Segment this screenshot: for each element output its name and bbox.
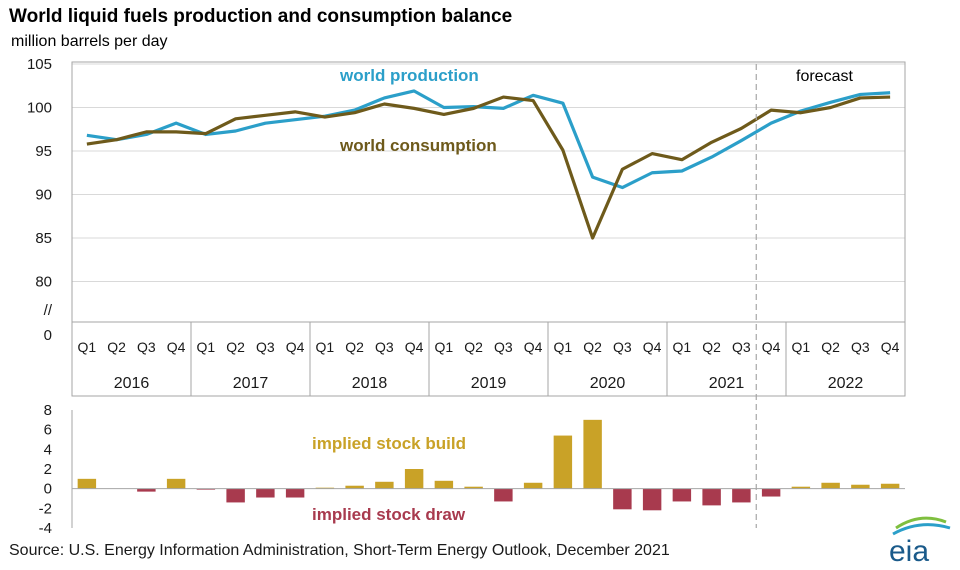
stock-change-bar xyxy=(345,485,364,489)
stock-change-bar xyxy=(375,481,394,489)
stock-change-bar xyxy=(404,469,424,489)
quarter-tick-label: Q2 xyxy=(345,339,364,355)
stock-change-bar xyxy=(791,486,811,489)
bottom-y-tick-label: 2 xyxy=(44,461,52,478)
quarter-tick-label: Q2 xyxy=(702,339,721,355)
quarter-tick-label: Q2 xyxy=(464,339,483,355)
y-tick-label: 90 xyxy=(35,187,52,204)
y-tick-label: 85 xyxy=(35,230,52,247)
quarter-tick-label: Q1 xyxy=(673,339,692,355)
year-dividers xyxy=(190,322,787,396)
production-series-label: world production xyxy=(339,66,479,85)
stock-change-bar xyxy=(434,480,454,489)
chart-title: World liquid fuels production and consum… xyxy=(9,6,512,27)
stock-change-bar xyxy=(523,482,543,489)
y-tick-label: 100 xyxy=(27,100,52,117)
quarter-tick-label: Q4 xyxy=(286,339,305,355)
stock-change-bar xyxy=(732,488,751,503)
stock-change-bar xyxy=(226,488,245,503)
quarter-tick-label: Q3 xyxy=(494,339,513,355)
year-tick-label: 2020 xyxy=(590,375,626,392)
bottom-y-tick-label: 6 xyxy=(44,422,52,439)
stock-build-label: implied stock build xyxy=(312,434,466,453)
quarter-tick-label: Q2 xyxy=(107,339,126,355)
quarter-tick-label: Q1 xyxy=(792,339,811,355)
year-tick-label: 2022 xyxy=(828,375,864,392)
quarter-labels: Q1 Q2 Q3 Q4 Q1 Q2 Q3 Q4 Q1 Q2 Q3 Q4 Q1 Q2 Q3 Q4 Q1 Q2 Q3 Q4… xyxy=(78,339,900,355)
quarter-tick-label: Q1 xyxy=(435,339,454,355)
stock-change-bar xyxy=(464,486,483,489)
quarter-tick-label: Q4 xyxy=(643,339,662,355)
quarter-tick-label: Q2 xyxy=(821,339,840,355)
top-gridlines xyxy=(72,63,905,323)
forecast-label: forecast xyxy=(796,68,853,85)
quarter-tick-label: Q4 xyxy=(405,339,424,355)
stock-change-bar xyxy=(583,419,602,489)
y-tick-label: 0 xyxy=(44,327,52,344)
stock-change-bar xyxy=(285,488,305,498)
quarter-tick-label: Q2 xyxy=(226,339,245,355)
stock-change-bar xyxy=(494,488,513,502)
production-line xyxy=(86,89,891,190)
bottom-y-tick-label: -4 xyxy=(39,520,52,537)
quarter-tick-label: Q1 xyxy=(316,339,335,355)
year-labels: 2016 2017 2018 2019 2020 2021 2022 xyxy=(114,375,864,392)
stock-change-bar xyxy=(642,488,662,511)
stock-change-bar xyxy=(613,488,632,510)
stock-change-bar xyxy=(77,478,97,489)
year-tick-label: 2016 xyxy=(114,375,150,392)
bottom-y-tick-label: 0 xyxy=(44,481,52,498)
quarter-tick-label: Q3 xyxy=(851,339,870,355)
year-tick-label: 2018 xyxy=(352,375,388,392)
bottom-y-tick-label: -2 xyxy=(39,500,52,517)
quarter-tick-label: Q2 xyxy=(583,339,602,355)
y-tick-label: 95 xyxy=(35,143,52,160)
year-tick-label: 2019 xyxy=(471,375,507,392)
stock-change-bar xyxy=(702,488,721,506)
bottom-y-tick-label: 4 xyxy=(44,441,52,458)
y-tick-label: 105 xyxy=(27,56,52,73)
quarter-tick-label: Q3 xyxy=(613,339,632,355)
stock-change-bar xyxy=(137,488,156,492)
stock-change-bar xyxy=(672,488,692,502)
stock-change-bar xyxy=(821,482,840,489)
stock-change-bar xyxy=(851,484,870,489)
stock-change-bars xyxy=(77,419,900,511)
quarter-tick-label: Q1 xyxy=(78,339,97,355)
stock-change-bar xyxy=(256,488,275,498)
source-note: Source: U.S. Energy Information Administ… xyxy=(9,542,670,559)
quarter-tick-label: Q1 xyxy=(197,339,216,355)
y-tick-label: 80 xyxy=(35,274,52,291)
quarter-tick-label: Q3 xyxy=(256,339,275,355)
axis-break-label: // xyxy=(44,302,53,319)
series-lines xyxy=(86,89,891,240)
stock-change-bar xyxy=(880,483,900,489)
consumption-line xyxy=(86,95,891,240)
quarter-tick-label: Q3 xyxy=(375,339,394,355)
quarter-tick-label: Q4 xyxy=(167,339,186,355)
chart-subtitle: million barrels per day xyxy=(11,33,168,50)
top-plot-frame xyxy=(71,61,906,397)
quarter-tick-label: Q3 xyxy=(732,339,751,355)
year-tick-label: 2021 xyxy=(709,375,745,392)
quarter-tick-label: Q4 xyxy=(881,339,900,355)
eia-logo: eia xyxy=(889,516,951,568)
quarter-tick-label: Q4 xyxy=(524,339,543,355)
stock-change-bar xyxy=(166,478,186,489)
top-y-axis: 105 100 95 90 85 80 // 0 xyxy=(27,56,53,344)
quarter-tick-label: Q4 xyxy=(762,339,781,355)
quarter-tick-label: Q1 xyxy=(554,339,573,355)
stock-change-bar xyxy=(553,435,573,489)
bottom-y-tick-label: 8 xyxy=(44,402,52,419)
bottom-y-axis: 8 6 4 2 0 -2 -4 xyxy=(39,402,52,537)
quarter-tick-label: Q3 xyxy=(137,339,156,355)
year-tick-label: 2017 xyxy=(233,375,269,392)
stock-change-bar xyxy=(761,488,781,497)
stock-draw-label: implied stock draw xyxy=(312,505,466,524)
consumption-series-label: world consumption xyxy=(339,136,497,155)
eia-logo-text: eia xyxy=(889,535,929,568)
